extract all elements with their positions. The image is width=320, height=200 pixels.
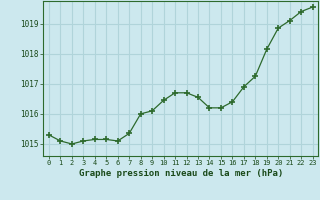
X-axis label: Graphe pression niveau de la mer (hPa): Graphe pression niveau de la mer (hPa) <box>79 169 283 178</box>
